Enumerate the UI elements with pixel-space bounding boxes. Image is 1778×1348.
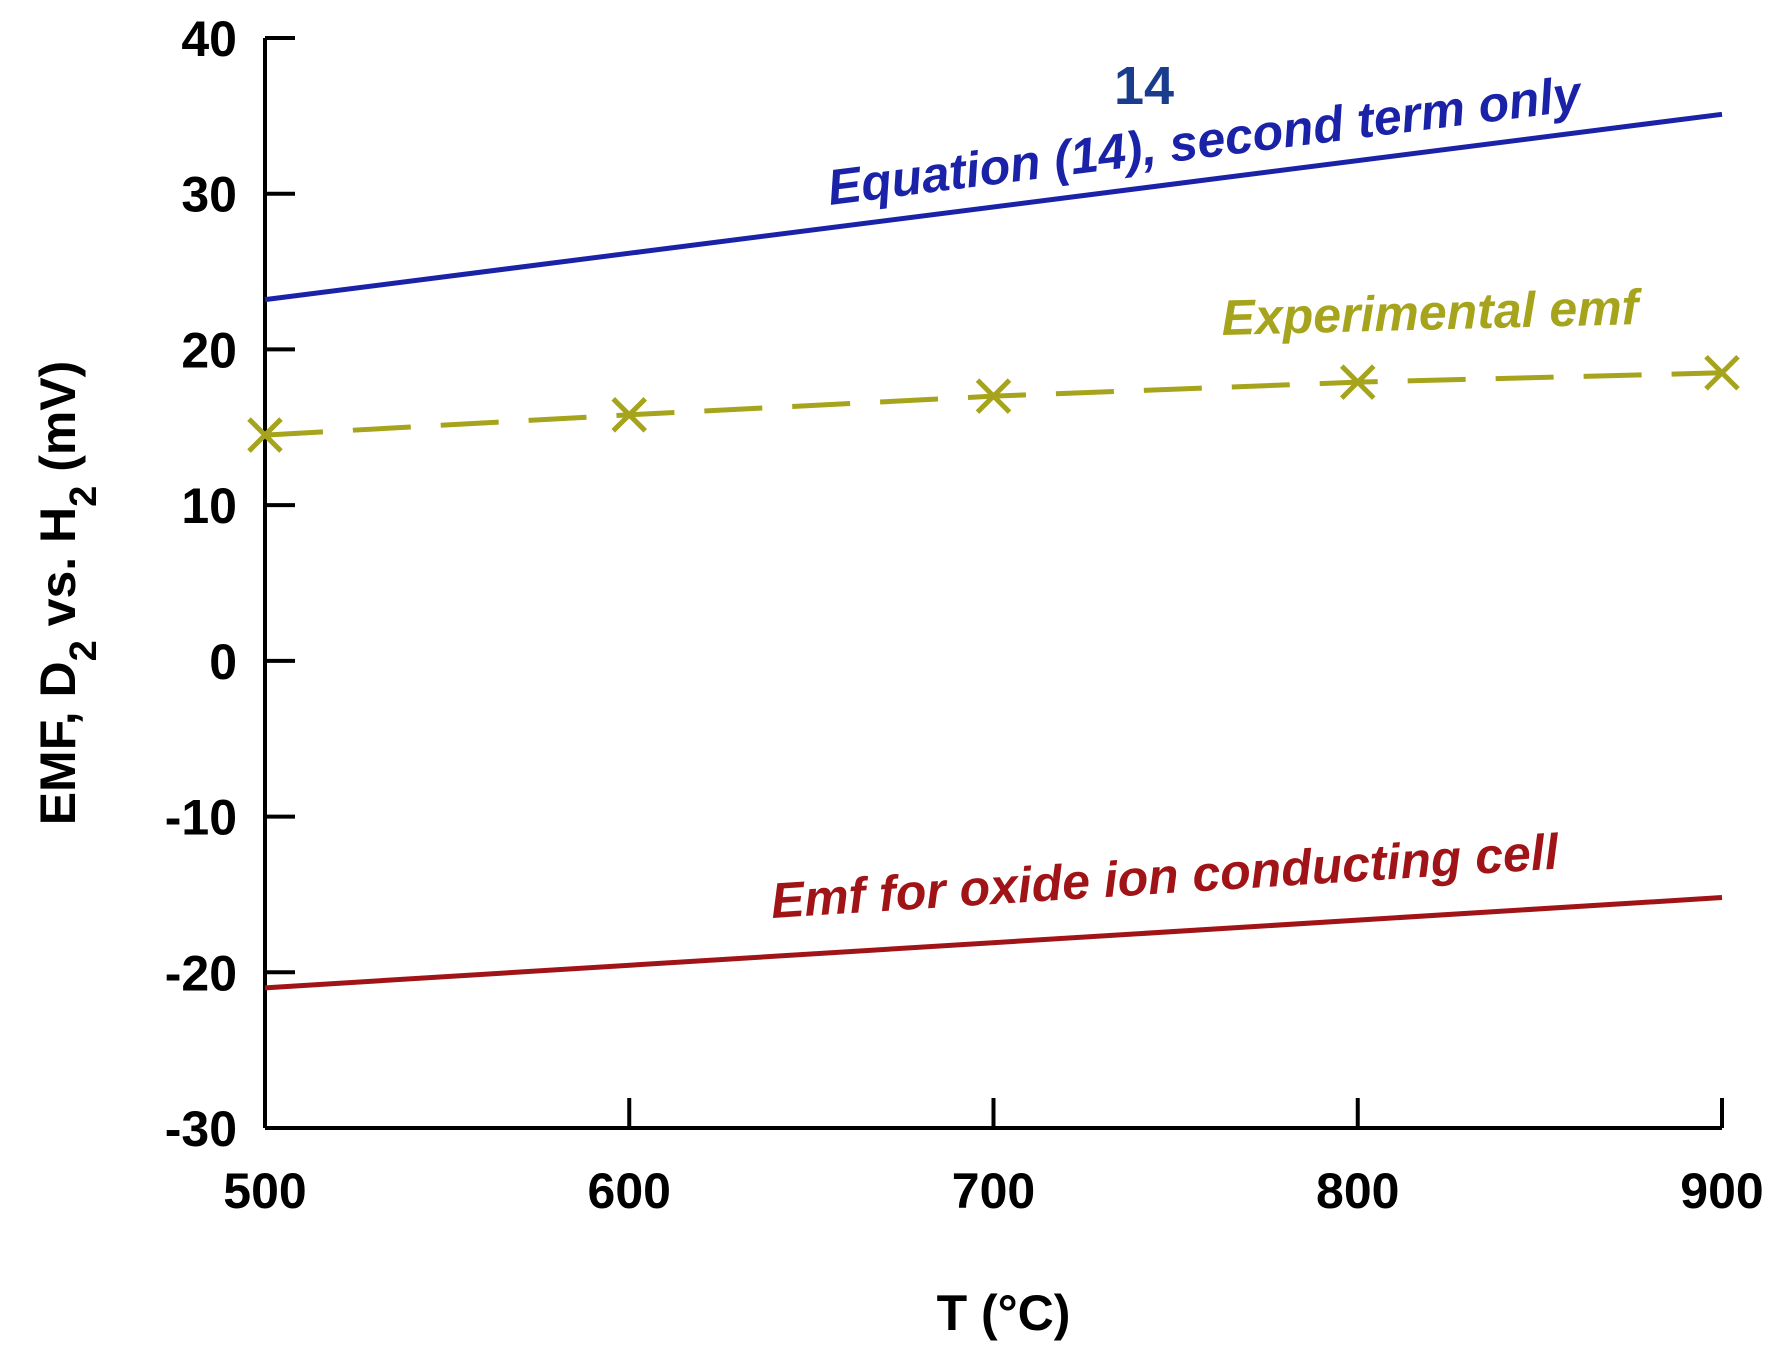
y-axis-title-sub2: 2 bbox=[63, 486, 105, 507]
data-point-marker bbox=[975, 378, 1012, 414]
series-line-1 bbox=[264, 370, 1723, 438]
marker-stroke bbox=[1339, 364, 1376, 400]
x-axis-title: T (°C) bbox=[937, 1285, 1071, 1341]
marker-stroke bbox=[611, 397, 648, 433]
axes: -30 -20 -10 0 10 20 30 40 500 600 700 800 900 bbox=[165, 11, 1764, 1219]
data-point-marker bbox=[247, 417, 283, 453]
y-tick-label: 30 bbox=[181, 167, 237, 223]
marker-stroke bbox=[1704, 355, 1740, 391]
marker-stroke bbox=[247, 417, 283, 453]
x-tick-label: 500 bbox=[223, 1163, 306, 1219]
series-line-0 bbox=[264, 111, 1723, 303]
y-tick-label: 40 bbox=[181, 11, 237, 67]
x-tick-label: 600 bbox=[588, 1163, 671, 1219]
x-tick-label: 900 bbox=[1680, 1163, 1763, 1219]
y-axis-title: EMF, D2 vs. H2 (mV) bbox=[30, 361, 105, 826]
y-tick-label: 10 bbox=[181, 478, 237, 534]
y-tick-label: -20 bbox=[165, 945, 237, 1001]
y-tick-label: -30 bbox=[165, 1101, 237, 1157]
series-line-2 bbox=[264, 895, 1723, 991]
x-tick-label: 700 bbox=[952, 1163, 1035, 1219]
data-point-marker bbox=[611, 397, 648, 433]
y-tick-label: 0 bbox=[209, 634, 237, 690]
data-point-marker bbox=[1339, 364, 1376, 400]
series-label-equation: Equation (14), second term only bbox=[824, 65, 1586, 216]
y-axis-title-prefix: EMF, D bbox=[30, 661, 86, 825]
y-axis-title-suffix: (mV) bbox=[30, 361, 86, 486]
x-tick-label: 800 bbox=[1316, 1163, 1399, 1219]
series-label-experimental: Experimental emf bbox=[1221, 279, 1643, 346]
equation-number-annotation: 14 bbox=[1114, 56, 1174, 116]
marker-stroke bbox=[975, 378, 1012, 414]
labels-layer: T (°C) EMF, D2 vs. H2 (mV) Equation (14)… bbox=[30, 56, 1643, 1341]
series-layer bbox=[247, 111, 1740, 991]
y-tick-label: -10 bbox=[165, 790, 237, 846]
y-axis-title-middle: vs. H bbox=[30, 507, 86, 640]
data-point-marker bbox=[1704, 355, 1740, 391]
y-tick-label: 20 bbox=[181, 322, 237, 378]
y-axis-title-sub1: 2 bbox=[63, 640, 105, 661]
